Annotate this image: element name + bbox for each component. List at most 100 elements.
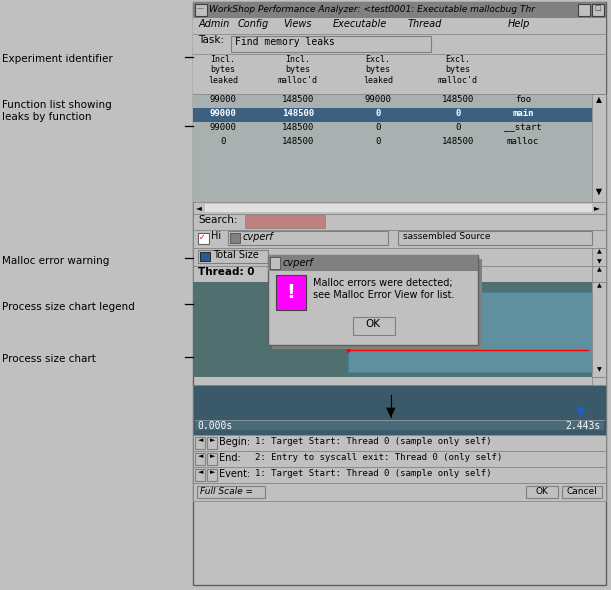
Text: OK: OK bbox=[536, 487, 549, 496]
Text: ▼: ▼ bbox=[576, 405, 586, 418]
Text: __start: __start bbox=[504, 123, 542, 132]
Bar bbox=[200, 252, 210, 261]
Bar bbox=[230, 233, 240, 243]
Bar bbox=[193, 214, 606, 230]
Bar bbox=[197, 486, 265, 498]
Text: OK: OK bbox=[365, 319, 381, 329]
Text: 1: Target Start: Thread 0 (sample only self): 1: Target Start: Thread 0 (sample only s… bbox=[255, 469, 491, 478]
Bar bbox=[193, 108, 592, 122]
Bar bbox=[193, 136, 592, 150]
Text: Malloc error warning: Malloc error warning bbox=[2, 256, 109, 266]
Text: sassembled Source: sassembled Source bbox=[403, 232, 491, 241]
Bar bbox=[592, 94, 606, 202]
Text: 0: 0 bbox=[375, 123, 381, 132]
Text: Experiment identifier: Experiment identifier bbox=[2, 54, 113, 64]
Text: 0.000s: 0.000s bbox=[197, 421, 232, 431]
Bar bbox=[193, 467, 606, 483]
Text: Process size chart: Process size chart bbox=[2, 354, 96, 364]
Text: 0: 0 bbox=[375, 109, 381, 118]
Bar bbox=[193, 385, 606, 435]
Bar bbox=[195, 420, 604, 430]
Bar bbox=[562, 486, 602, 498]
Text: 148500: 148500 bbox=[282, 137, 314, 146]
Bar bbox=[270, 257, 280, 269]
Bar bbox=[207, 453, 217, 465]
Text: ▲: ▲ bbox=[596, 267, 601, 272]
Bar bbox=[578, 4, 590, 16]
Bar bbox=[272, 259, 482, 349]
Bar bbox=[193, 18, 606, 34]
Text: ▼: ▼ bbox=[596, 367, 601, 372]
Text: Find memory leaks: Find memory leaks bbox=[235, 37, 335, 47]
Text: 0: 0 bbox=[221, 137, 225, 146]
Text: 1: Target Start: Thread 0 (sample only self): 1: Target Start: Thread 0 (sample only s… bbox=[255, 437, 491, 446]
Text: Thread: 0: Thread: 0 bbox=[198, 267, 255, 277]
Bar bbox=[193, 2, 606, 585]
Bar bbox=[193, 435, 606, 451]
Text: 148500: 148500 bbox=[282, 109, 314, 118]
Text: 148500: 148500 bbox=[442, 95, 474, 104]
Bar bbox=[193, 2, 606, 18]
Bar bbox=[207, 469, 217, 481]
Text: □: □ bbox=[594, 5, 601, 11]
Text: cvperf: cvperf bbox=[243, 232, 274, 242]
Text: ▲: ▲ bbox=[596, 249, 601, 254]
Bar bbox=[193, 266, 606, 282]
Text: ◄: ◄ bbox=[198, 437, 203, 443]
Bar bbox=[193, 483, 606, 501]
Text: ▲: ▲ bbox=[596, 95, 602, 104]
Text: ✓: ✓ bbox=[199, 233, 205, 242]
Text: ▼: ▼ bbox=[596, 259, 601, 264]
Text: Incl.
bytes
malloc'd: Incl. bytes malloc'd bbox=[278, 55, 318, 85]
Text: 2.443s: 2.443s bbox=[566, 421, 601, 431]
Bar bbox=[193, 34, 606, 54]
Bar bbox=[276, 275, 306, 310]
Text: 99000: 99000 bbox=[210, 109, 236, 118]
Bar bbox=[592, 282, 606, 377]
Bar bbox=[198, 233, 209, 244]
Text: End:: End: bbox=[219, 453, 241, 463]
Bar bbox=[193, 150, 592, 202]
Text: Thread: Thread bbox=[408, 19, 442, 29]
Bar bbox=[193, 94, 592, 108]
Bar bbox=[592, 4, 604, 16]
Text: ►: ► bbox=[210, 437, 215, 443]
Text: 99000: 99000 bbox=[210, 95, 236, 104]
Text: Begin:: Begin: bbox=[219, 437, 250, 447]
Bar bbox=[228, 231, 388, 245]
Text: Malloc errors were detected;: Malloc errors were detected; bbox=[313, 278, 453, 288]
Text: ▼: ▼ bbox=[596, 187, 602, 196]
Text: —: — bbox=[197, 5, 204, 11]
Text: 148500: 148500 bbox=[282, 95, 314, 104]
Text: ▲: ▲ bbox=[596, 283, 601, 288]
Text: foo: foo bbox=[515, 95, 531, 104]
Text: 0: 0 bbox=[455, 109, 461, 118]
Bar bbox=[193, 122, 592, 136]
Text: Excl.
bytes
malloc'd: Excl. bytes malloc'd bbox=[438, 55, 478, 85]
Bar bbox=[195, 469, 205, 481]
Text: 0: 0 bbox=[455, 123, 461, 132]
Text: ◄: ◄ bbox=[198, 453, 203, 459]
Text: 99000: 99000 bbox=[365, 95, 392, 104]
Bar bbox=[193, 248, 606, 266]
Text: 99000: 99000 bbox=[210, 123, 236, 132]
Text: Cancel: Cancel bbox=[566, 487, 598, 496]
Bar bbox=[268, 255, 478, 271]
Bar bbox=[193, 451, 606, 467]
Text: main: main bbox=[512, 109, 534, 118]
Text: ◄: ◄ bbox=[196, 203, 202, 212]
Text: 2: Entry to syscall exit: Thread 0 (only self): 2: Entry to syscall exit: Thread 0 (only… bbox=[255, 453, 502, 462]
Text: Incl.
bytes
leaked: Incl. bytes leaked bbox=[208, 55, 238, 85]
Text: !: ! bbox=[287, 283, 296, 302]
Bar bbox=[268, 255, 478, 345]
Bar bbox=[353, 317, 395, 335]
Bar bbox=[195, 437, 205, 449]
Bar bbox=[193, 230, 606, 248]
Text: 0: 0 bbox=[375, 137, 381, 146]
Bar bbox=[592, 248, 606, 266]
Bar bbox=[195, 4, 207, 16]
Bar bbox=[592, 377, 606, 385]
Text: Config: Config bbox=[238, 19, 269, 29]
Bar bbox=[193, 282, 592, 377]
Bar bbox=[205, 204, 592, 212]
